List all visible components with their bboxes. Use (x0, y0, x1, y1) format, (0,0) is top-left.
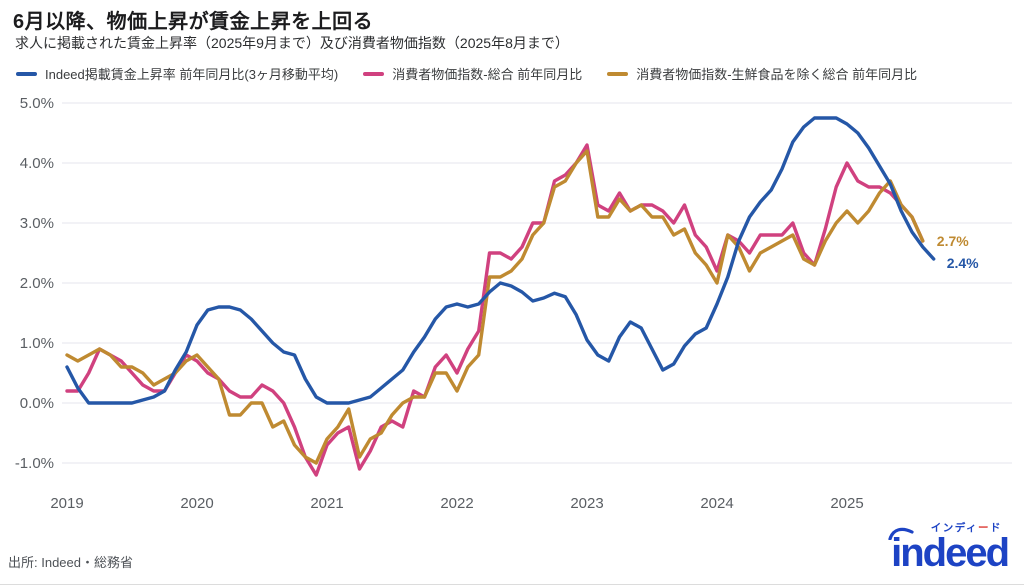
y-axis-tick-label: 0.0% (20, 395, 54, 412)
legend-marker-wage (16, 71, 37, 76)
indeed-arc-icon (888, 527, 914, 540)
legend-label-wage: Indeed掲載賃金上昇率 前年同月比(3ヶ月移動平均) (45, 67, 339, 82)
legend-item-cpi-total: 消費者物価指数-総合 前年同月比 (363, 64, 582, 83)
page-title: 6月以降、物価上昇が賃金上昇を上回る (13, 11, 374, 33)
series-end-label: 2.4% (947, 255, 979, 271)
x-axis-tick-label: 2023 (570, 495, 603, 512)
line-chart: 5.0% 4.0% 3.0% 2.0% 1.0% 0.0% -1.0% 2019 2020 202… (15, 95, 1012, 512)
legend-label-cpi-total: 消費者物価指数-総合 前年同月比 (392, 67, 583, 82)
y-axis-tick-label: 1.0% (20, 335, 54, 352)
y-axis-tick-label: -1.0% (15, 455, 54, 472)
katakana-red-dash: ー (978, 521, 990, 534)
legend-marker-cpi-total (363, 71, 385, 76)
indeed-logo-katakana: インディード (848, 521, 1002, 534)
x-axis-tick-label: 2025 (830, 495, 863, 512)
source-note: 出所: Indeed・総務省 (8, 555, 133, 570)
legend-marker-cpi-core (607, 71, 629, 76)
page-subtitle: 求人に掲載された賃金上昇率（2025年9月まで）及び消費者物価指数（2025年8… (15, 35, 569, 51)
x-axis-tick-label: 2020 (180, 495, 213, 512)
y-axis-tick-label: 4.0% (20, 155, 54, 172)
series-end-label: 2.7% (937, 233, 969, 249)
series-line-2 (65, 149, 925, 465)
x-axis-tick-label: 2022 (440, 495, 473, 512)
katakana-prefix: インディ (930, 521, 978, 534)
legend: Indeed掲載賃金上昇率 前年同月比(3ヶ月移動平均) 消費者物価指数-総合 … (16, 64, 917, 83)
y-axis-tick-label: 3.0% (20, 215, 54, 232)
x-axis-tick-label: 2021 (310, 495, 343, 512)
x-axis-tick-label: 2024 (700, 495, 733, 512)
series-line-0 (65, 116, 936, 405)
indeed-wordmark-text: indeed (891, 531, 1010, 575)
legend-item-wage: Indeed掲載賃金上昇率 前年同月比(3ヶ月移動平均) (16, 64, 338, 83)
y-axis-tick-label: 5.0% (20, 95, 54, 112)
indeed-wordmark: indeed (888, 527, 1010, 575)
x-axis-tick-label: 2019 (50, 495, 83, 512)
legend-item-cpi-core: 消費者物価指数-生鮮食品を除く総合 前年同月比 (607, 64, 917, 83)
katakana-suffix: ド (990, 521, 1002, 534)
series-line-1 (65, 143, 925, 477)
legend-label-cpi-core: 消費者物価指数-生鮮食品を除く総合 前年同月比 (636, 67, 918, 82)
indeed-logo: インディード indeed (848, 521, 1010, 575)
y-axis-tick-label: 2.0% (20, 275, 54, 292)
